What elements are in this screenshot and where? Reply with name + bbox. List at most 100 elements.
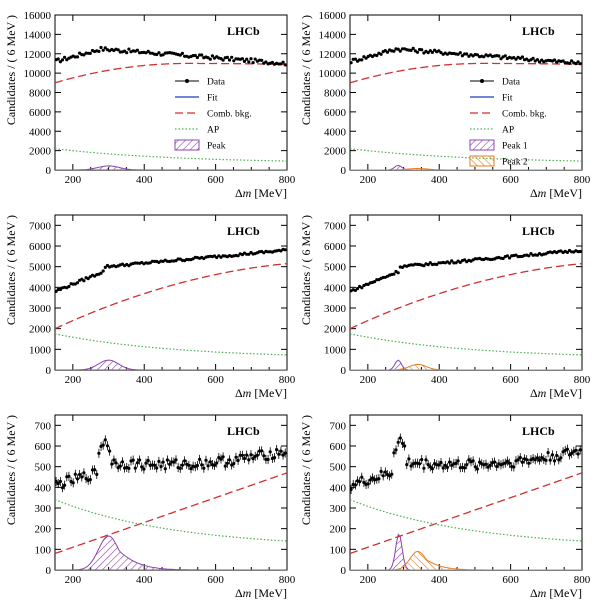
legend-peak-swatch: [469, 139, 495, 151]
data-point: [225, 55, 229, 60]
x-tick-label: 200: [360, 574, 377, 586]
y-tick-label: 600: [330, 441, 347, 453]
x-tick-label: 200: [65, 574, 82, 586]
y-tick-label: 6000: [324, 241, 347, 253]
data-point: [153, 463, 157, 467]
y-tick-label: 7000: [29, 220, 52, 232]
data-point: [127, 466, 131, 470]
data-point: [394, 448, 398, 452]
data-point: [242, 456, 247, 461]
data-point: [552, 459, 557, 463]
data-point: [71, 481, 75, 485]
data-point: [428, 261, 432, 265]
plot-frame: [54, 414, 288, 571]
y-tick-label: 14000: [319, 29, 347, 41]
data-point: [232, 59, 236, 63]
y-tick-label: 3000: [324, 303, 347, 315]
y-axis-label: Candidates / ( 6 MeV ): [4, 215, 18, 325]
data-point: [407, 457, 411, 461]
x-tick-label: 400: [136, 174, 153, 186]
data-point: [212, 463, 217, 467]
data-point: [135, 461, 139, 465]
data-point: [424, 458, 428, 462]
data-point: [240, 57, 244, 61]
data-point: [388, 474, 392, 478]
x-axis-label: Δm [MeV]: [235, 386, 287, 400]
x-axis-label: Δm [MeV]: [530, 386, 582, 400]
data-point: [75, 477, 80, 481]
data-point: [475, 467, 479, 471]
legend-entry: Fit: [470, 94, 513, 104]
legend-entry: Data: [175, 78, 226, 88]
peak-1-area: [350, 533, 582, 570]
data-point: [198, 457, 202, 461]
data-point: [170, 259, 174, 263]
y-tick-label: 0: [341, 565, 347, 577]
legend-label: Data: [207, 78, 226, 88]
ap-curve: [350, 148, 582, 162]
data-point: [208, 460, 212, 464]
data-point: [565, 447, 570, 451]
lhcb-label: LHCb: [227, 424, 260, 438]
y-tick-label: 4000: [324, 282, 347, 294]
data-point: [157, 51, 161, 55]
peak-2-area: [350, 550, 582, 570]
data-point: [88, 51, 92, 56]
data-point: [58, 479, 63, 484]
data-point: [576, 60, 580, 64]
data-point: [251, 61, 255, 65]
data-point: [127, 47, 131, 51]
x-tick-label: 800: [574, 374, 591, 386]
data-point: [242, 59, 247, 64]
data-point: [353, 57, 357, 61]
y-tick-label: 2000: [29, 324, 52, 336]
data-point: [138, 458, 142, 462]
y-tick-label: 500: [330, 462, 347, 474]
data-point: [435, 262, 439, 267]
data-point: [178, 466, 182, 470]
data-point: [135, 48, 139, 52]
data-point: [253, 57, 257, 61]
data-point: [548, 458, 552, 462]
data-point: [495, 464, 499, 469]
data-point: [60, 58, 65, 62]
data-point: [437, 463, 441, 467]
plot-frame: [349, 414, 583, 571]
data-point: [125, 51, 129, 55]
peak-1-area: [55, 535, 287, 570]
y-tick-label: 4000: [29, 126, 52, 138]
data-point: [383, 470, 387, 474]
data-point: [260, 449, 264, 453]
x-tick-label: 800: [574, 174, 591, 186]
x-tick-label: 600: [207, 174, 224, 186]
plot-area: [350, 433, 582, 570]
data-point: [392, 451, 396, 455]
data-point: [411, 46, 415, 51]
data-point: [101, 443, 105, 447]
data-point: [281, 60, 285, 64]
data-point: [142, 467, 146, 471]
data-point: [362, 480, 366, 485]
legend-label: AP: [502, 126, 514, 136]
data-point: [159, 465, 163, 469]
data-point: [215, 461, 219, 465]
y-tick-label: 16000: [319, 10, 347, 22]
data-point: [550, 453, 555, 457]
data-point: [578, 62, 582, 66]
ap-curve: [55, 333, 287, 356]
data-point: [283, 63, 287, 67]
data-point: [450, 463, 454, 467]
data-point: [567, 61, 572, 65]
data-point: [101, 48, 105, 52]
data-point: [576, 452, 580, 456]
ap-curve: [350, 333, 582, 356]
y-tick-label: 2000: [324, 324, 347, 336]
lhcb-label: LHCb: [522, 224, 555, 238]
data-point: [163, 467, 167, 471]
data-point: [535, 58, 540, 62]
data-point: [475, 53, 479, 57]
legend-entry: Peak: [174, 139, 226, 152]
data-point: [520, 55, 525, 59]
y-tick-label: 0: [46, 565, 52, 577]
data-point: [422, 264, 426, 268]
